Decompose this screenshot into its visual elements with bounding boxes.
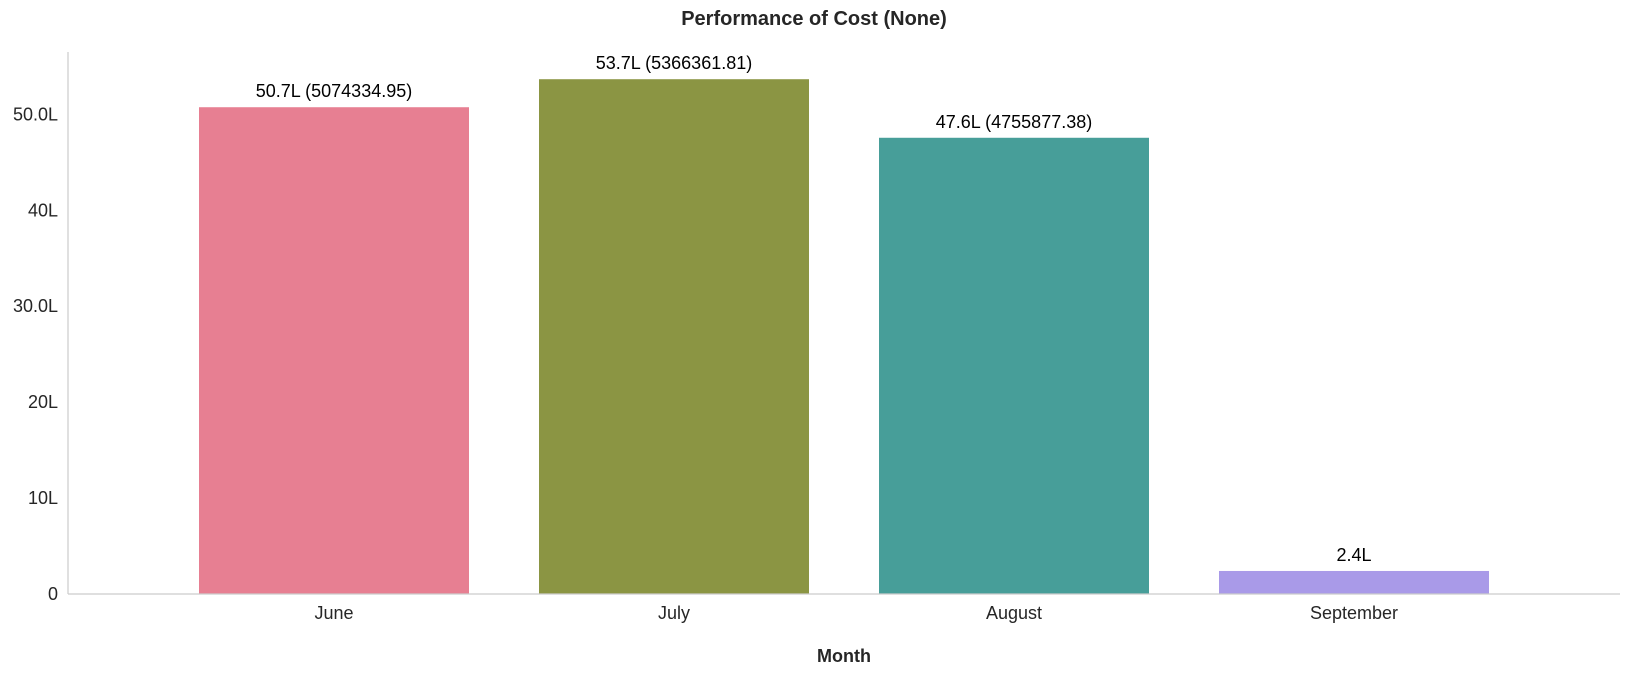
bars-layer [199,79,1489,595]
bar-september [1219,570,1489,594]
x-axis-title: Month [817,646,871,666]
bar-august [879,137,1149,595]
y-tick-label: 50.0L [13,104,58,124]
data-label-july: 53.7L (5366361.81) [596,53,752,73]
x-tick-label-september: September [1310,603,1398,623]
data-label-august: 47.6L (4755877.38) [936,112,1092,132]
y-tick-label: 10L [28,488,58,508]
x-tick-label-june: June [314,603,353,623]
x-tick-label-july: July [658,603,690,623]
y-ticks-layer: 0 10L 20L 30.0L 40L 50.0L [13,104,58,604]
data-labels-layer: 50.7L (5074334.95) 53.7L (5366361.81) 47.6… [256,53,1372,565]
x-ticks-layer: June July August September [314,603,1398,623]
data-label-september: 2.4L [1336,545,1371,565]
bar-june [199,107,469,595]
bar-july [539,79,809,595]
y-tick-label: 20L [28,392,58,412]
x-tick-label-august: August [986,603,1042,623]
y-tick-label: 40L [28,200,58,220]
data-label-june: 50.7L (5074334.95) [256,81,412,101]
chart-title: Performance of Cost (None) [681,8,947,30]
y-tick-label: 0 [48,584,58,604]
y-tick-label: 30.0L [13,296,58,316]
